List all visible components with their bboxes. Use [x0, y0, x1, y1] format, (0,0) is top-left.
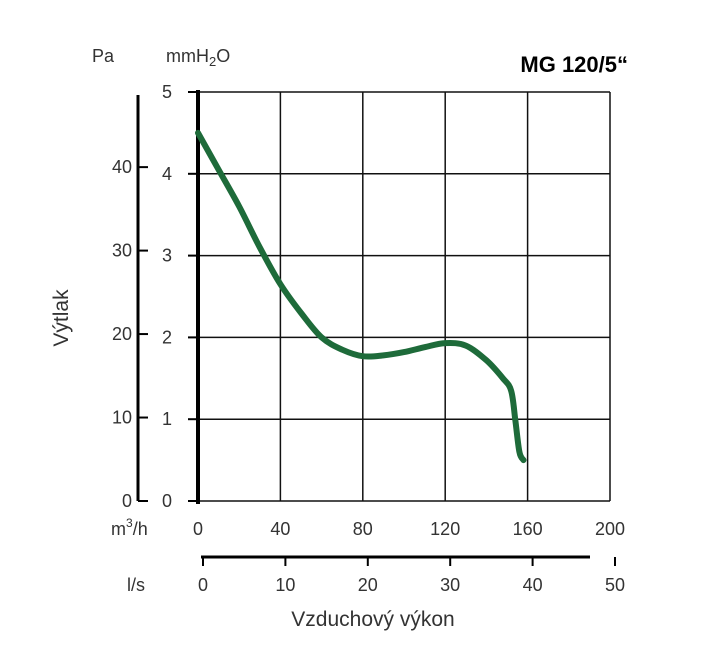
- y-primary-tick-label: 2: [162, 327, 172, 347]
- y-primary-tick-label: 3: [162, 246, 172, 266]
- chart-title: MG 120/5“: [520, 52, 628, 77]
- y-secondary-unit-label: Pa: [92, 46, 115, 66]
- x-primary-tick-label: 0: [193, 519, 203, 539]
- x-primary-tick-label: 80: [353, 519, 373, 539]
- y-secondary-tick-label: 20: [112, 324, 132, 344]
- y-secondary-tick-label: 30: [112, 241, 132, 261]
- x-secondary-tick-label: 0: [198, 575, 208, 595]
- y-secondary-tick-label: 0: [122, 491, 132, 511]
- x-secondary-tick-label: 10: [275, 575, 295, 595]
- axes: [136, 90, 616, 566]
- series-group: [195, 129, 527, 464]
- x-secondary-tick-label: 40: [523, 575, 543, 595]
- x-secondary-tick-label: 20: [358, 575, 378, 595]
- y-axis-title: Výtlak: [50, 289, 73, 347]
- x-primary-tick-label: 120: [430, 519, 460, 539]
- y-secondary-tick-label: 40: [112, 157, 132, 177]
- x-secondary-tick-label: 30: [440, 575, 460, 595]
- x-secondary-unit-label: l/s: [127, 575, 145, 595]
- x-primary-tick-label: 40: [270, 519, 290, 539]
- x-primary-tick-label: 200: [595, 519, 625, 539]
- x-axis-title: Vzduchový výkon: [291, 608, 454, 631]
- y-primary-tick-label: 0: [162, 491, 172, 511]
- x-secondary-tick-label: 50: [605, 575, 625, 595]
- y-primary-tick-label: 4: [162, 164, 172, 184]
- series-line: [195, 129, 527, 464]
- y-secondary-tick-label: 10: [112, 408, 132, 428]
- y-primary-tick-label: 1: [162, 409, 172, 429]
- x-primary-unit-label: m3/h: [111, 516, 148, 539]
- x-primary-tick-label: 160: [513, 519, 543, 539]
- grid: [197, 91, 611, 502]
- y-primary-unit-label: mmH2O: [166, 46, 230, 69]
- y-primary-tick-label: 5: [162, 82, 172, 102]
